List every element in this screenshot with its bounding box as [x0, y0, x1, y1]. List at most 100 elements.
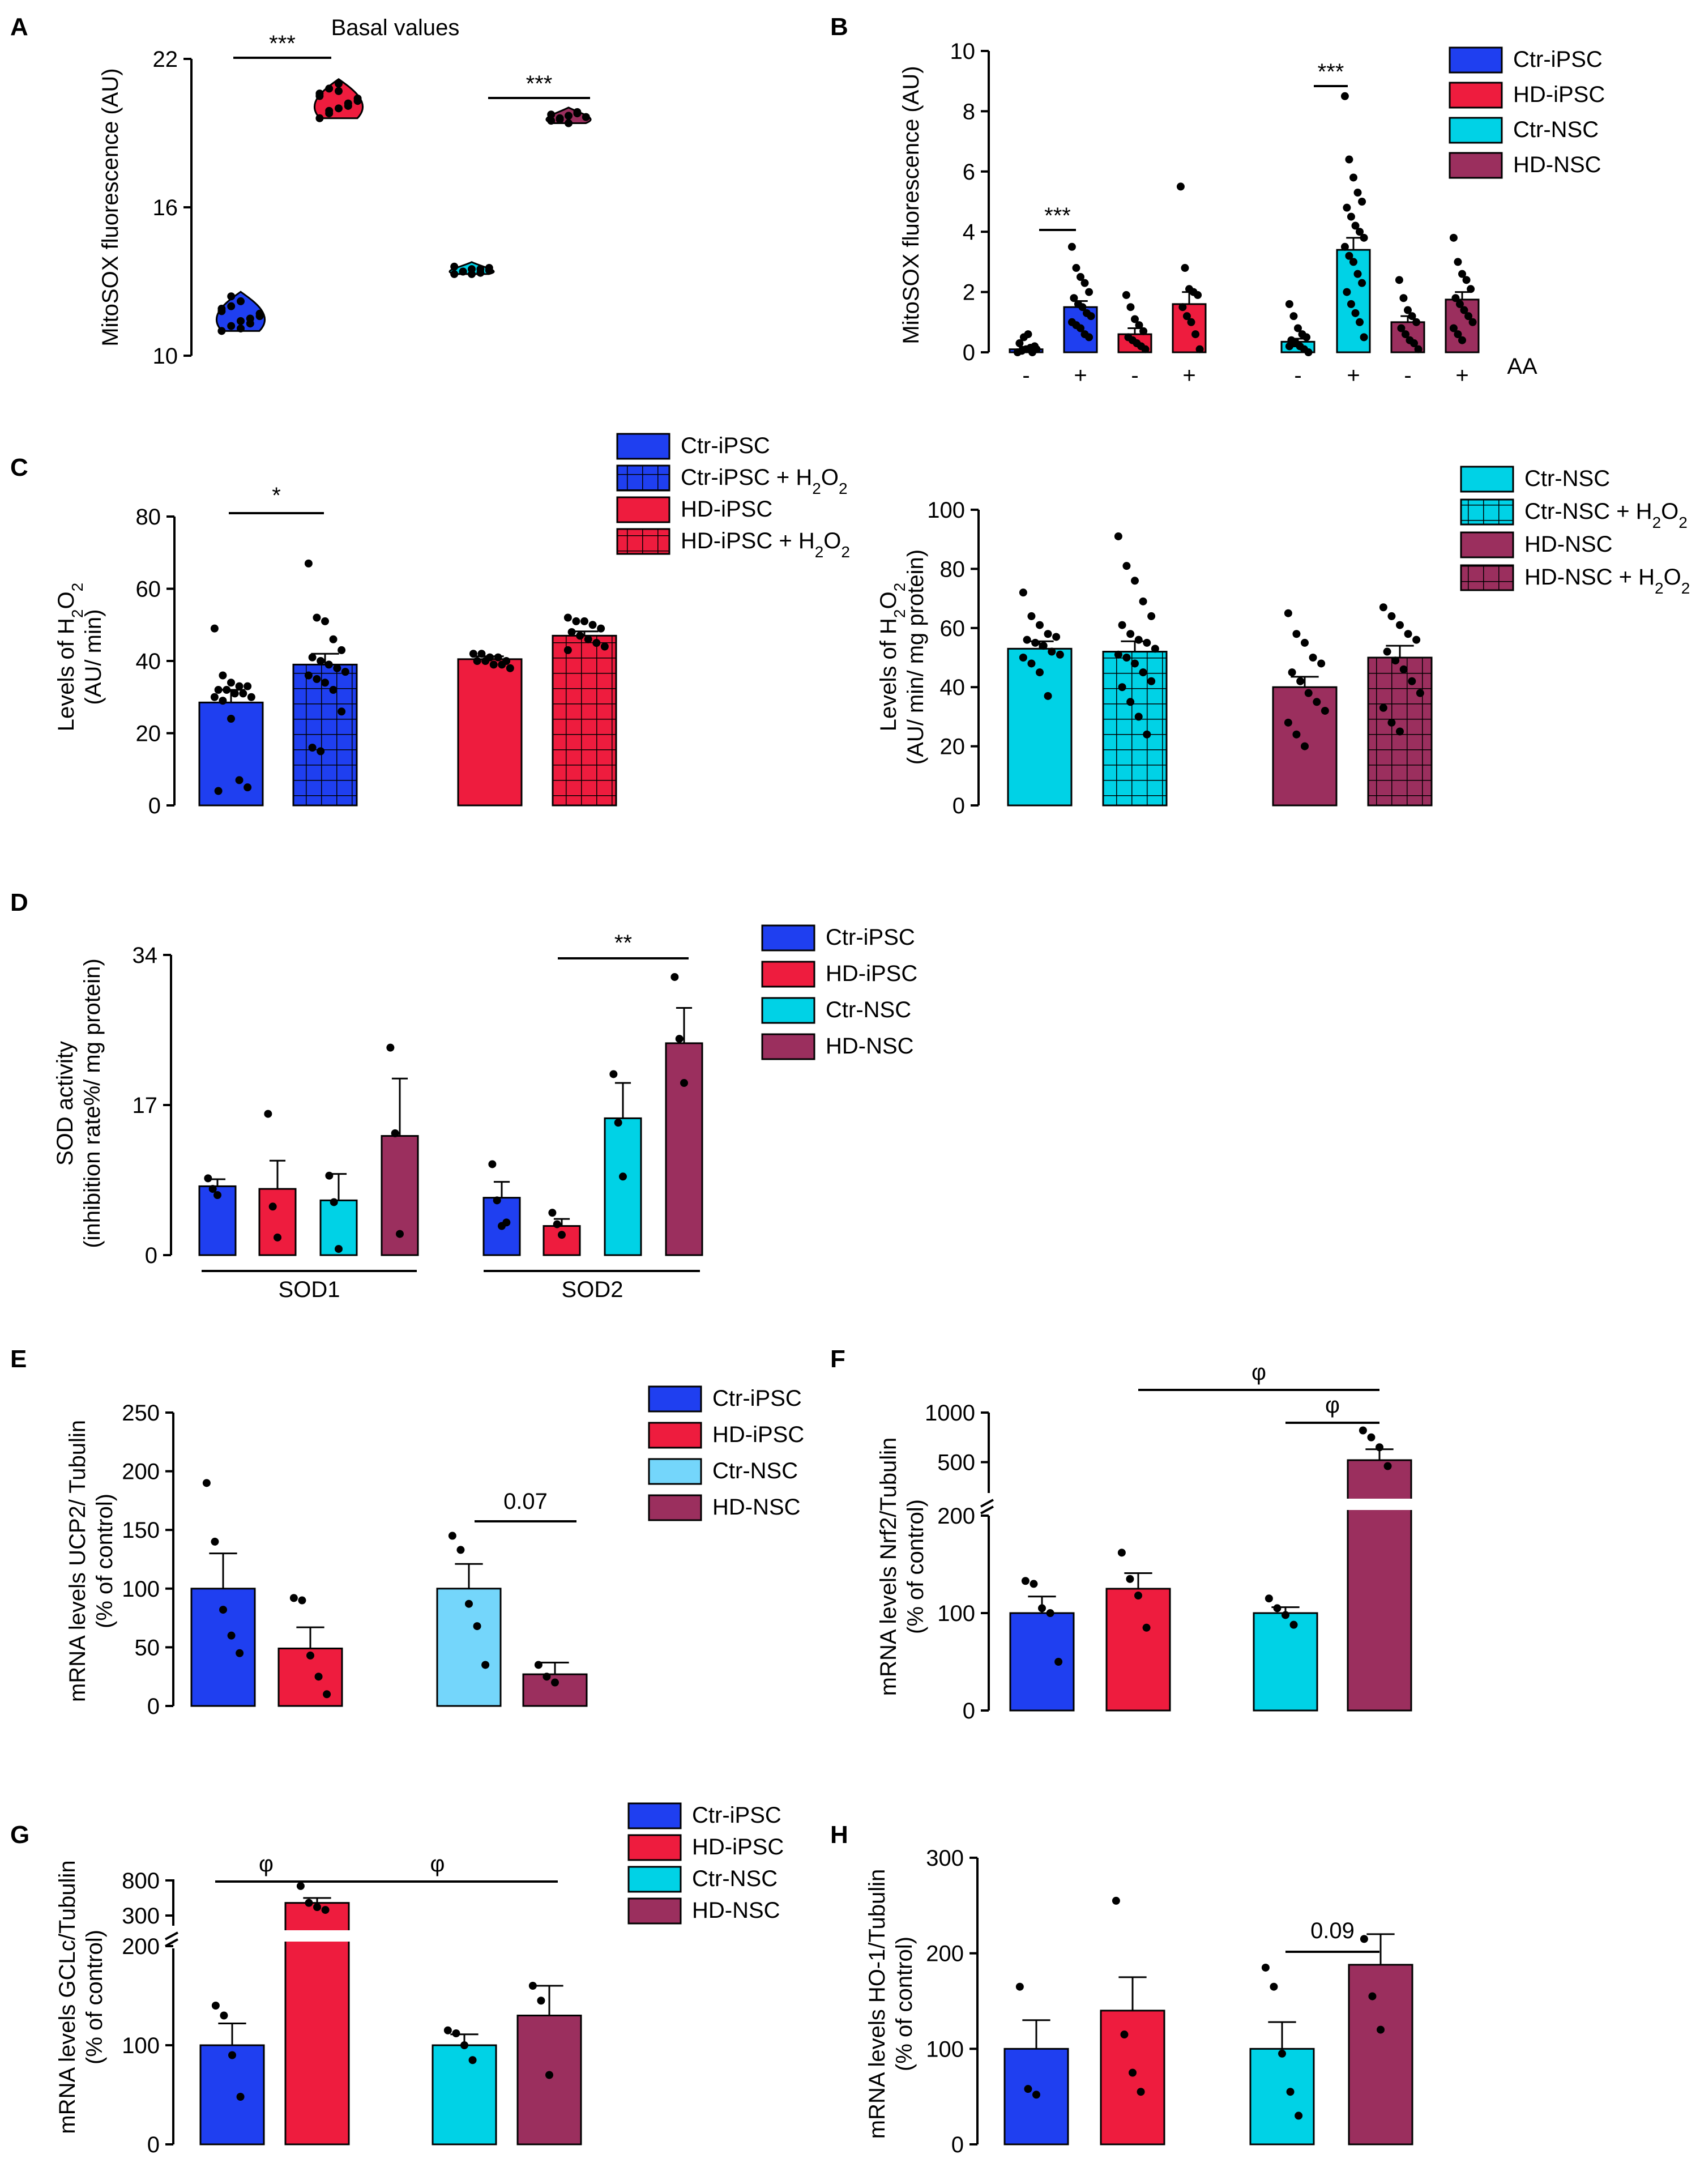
y-tick-label: 0 [952, 794, 965, 818]
y-tick-label: 6 [963, 160, 975, 185]
data-point [202, 1479, 211, 1487]
data-point [1296, 677, 1305, 685]
data-point [315, 114, 324, 122]
data-point [1397, 324, 1406, 332]
data-point [452, 2029, 460, 2037]
data-point [1031, 638, 1040, 647]
data-point [1349, 173, 1357, 182]
data-point [296, 1882, 305, 1890]
data-point [468, 2056, 477, 2064]
y-tick-label: 22 [153, 47, 178, 72]
error-bar [1366, 1933, 1395, 1965]
data-point [214, 787, 223, 795]
data-point [1345, 155, 1353, 164]
data-point [213, 1191, 221, 1199]
legend-label: Ctr-iPSC + H2O2 [681, 465, 848, 497]
data-point [1126, 698, 1135, 706]
legend-swatch [627, 1834, 682, 1861]
error-bar [1118, 1976, 1147, 2011]
data-point [573, 108, 582, 116]
data-point [1396, 727, 1404, 736]
panel-label: H [830, 1821, 848, 1849]
data-point [1273, 1604, 1282, 1613]
data-point [308, 744, 317, 752]
y-axis-label: (AU/ min) [81, 609, 106, 705]
error-bar [455, 1563, 483, 1589]
data-point [1265, 1594, 1273, 1603]
data-point [313, 613, 321, 622]
data-point [1131, 659, 1139, 668]
data-point [1077, 273, 1084, 281]
data-point [304, 559, 313, 568]
data-point [1080, 279, 1089, 287]
legend-swatch [1460, 466, 1514, 493]
data-point [325, 84, 334, 93]
data-point [1019, 588, 1027, 597]
data-point [528, 1982, 537, 1990]
data-point [264, 1110, 272, 1118]
data-point [481, 657, 490, 665]
data-point [1412, 635, 1421, 644]
legend-label: Ctr-NSC [712, 1458, 798, 1483]
data-point [547, 110, 556, 119]
error-bar [330, 1173, 347, 1201]
data-point [551, 1678, 559, 1687]
data-point [214, 686, 223, 694]
data-point [670, 972, 679, 981]
bar [1105, 1588, 1171, 1712]
data-point [1404, 630, 1412, 638]
legend-label: HD-NSC [692, 1898, 780, 1923]
data-point [335, 104, 343, 113]
data-point [506, 664, 514, 672]
data-point [1131, 315, 1139, 323]
legend-label: Ctr-NSC [1513, 117, 1599, 142]
data-point [353, 97, 362, 105]
data-point [609, 1070, 618, 1078]
data-point [1114, 650, 1122, 659]
y-tick-label: 50 [135, 1635, 160, 1660]
data-point [210, 624, 219, 633]
y-tick-label: 40 [136, 649, 161, 674]
legend-swatch [761, 1033, 815, 1060]
legend-swatch [1460, 498, 1514, 526]
data-point [211, 1537, 219, 1546]
data-point [1351, 221, 1360, 230]
data-point [1284, 718, 1292, 727]
data-point [227, 1631, 236, 1640]
error-bar [1455, 291, 1470, 300]
data-point [1317, 659, 1326, 668]
data-point [1460, 306, 1468, 314]
data-point [1278, 2049, 1286, 2058]
data-point [1468, 318, 1477, 326]
data-point [489, 660, 498, 669]
y-tick-label: 0 [963, 340, 975, 365]
data-point [1182, 312, 1191, 321]
y-tick-label: 0 [145, 1243, 157, 1268]
data-point [1143, 730, 1151, 739]
data-point [1289, 312, 1298, 321]
bar [1249, 2048, 1315, 2145]
x-tick-label: - [1294, 363, 1301, 388]
data-point [317, 657, 325, 665]
data-point [1340, 92, 1349, 100]
data-point [315, 92, 324, 100]
data-point [1139, 668, 1147, 677]
y-tick-label: 16 [153, 195, 178, 220]
data-point [1387, 612, 1396, 620]
legend-swatch [648, 1422, 702, 1449]
significance-label: * [272, 483, 281, 508]
data-point [321, 1906, 330, 1914]
data-point [313, 675, 321, 683]
data-point [1181, 264, 1189, 272]
error-bar [269, 1159, 286, 1189]
y-axis-label: mRNA levels UCP2/ Tubulin [65, 1420, 90, 1702]
data-point [1404, 306, 1412, 314]
data-point [305, 1899, 313, 1907]
data-point [547, 117, 556, 125]
data-point [1131, 577, 1139, 585]
data-point [1036, 668, 1044, 677]
y-tick-label: 0 [951, 2132, 964, 2157]
data-point [386, 1043, 395, 1052]
y-tick-label: 0 [963, 1699, 975, 1724]
error-bar [553, 1218, 570, 1226]
